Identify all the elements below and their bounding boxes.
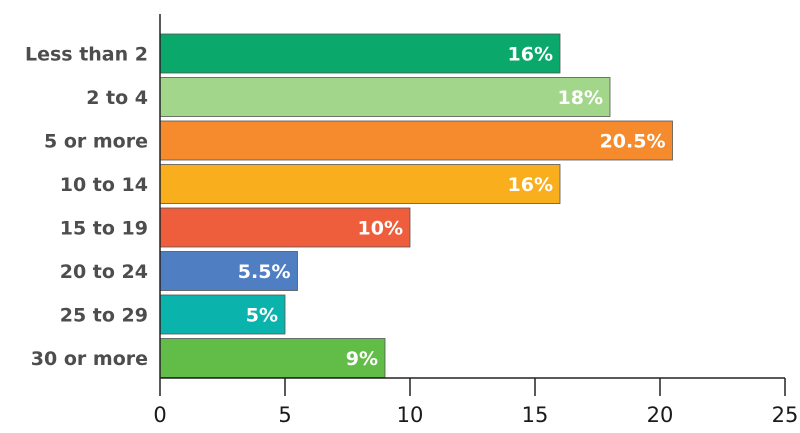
data-label-2: 20.5% [600, 131, 666, 153]
category-label-5: 20 to 24 [60, 261, 148, 283]
bar-7 [159, 338, 386, 378]
x-tick-label-3: 15 [522, 403, 549, 427]
data-label-3: 16% [508, 174, 553, 196]
x-tick-label-1: 5 [278, 403, 291, 427]
bar-5 [159, 251, 298, 291]
x-tick-label-4: 20 [647, 403, 674, 427]
bar-0 [159, 33, 561, 74]
category-label-0: Less than 2 [25, 44, 148, 66]
category-label-7: 30 or more [31, 348, 148, 370]
category-label-4: 15 to 19 [60, 218, 148, 240]
x-tick-label-5: 25 [772, 403, 799, 427]
bar-3 [159, 164, 561, 204]
category-label-2: 5 or more [44, 131, 148, 153]
x-tick-label-0: 0 [153, 403, 166, 427]
x-axis: 0 5 10 15 20 25 [153, 14, 798, 427]
category-label-1: 2 to 4 [86, 87, 148, 109]
data-label-5: 5.5% [238, 261, 291, 283]
category-label-3: 10 to 14 [60, 174, 148, 196]
data-label-4: 10% [358, 218, 403, 240]
x-tick-label-2: 10 [397, 403, 424, 427]
category-label-6: 25 to 29 [60, 305, 148, 327]
bars-layer: 16%18%20.5%16%10%5.5%5%9% [159, 33, 673, 378]
bar-6 [159, 294, 286, 335]
category-labels: Less than 2 2 to 4 5 or more 10 to 14 15 to … [25, 44, 148, 371]
bar-4 [159, 207, 411, 248]
bar-1 [159, 77, 611, 117]
data-label-6: 5% [246, 305, 278, 327]
data-label-1: 18% [558, 87, 603, 109]
data-label-7: 9% [346, 348, 378, 370]
bar-2 [159, 120, 673, 161]
data-label-0: 16% [508, 44, 553, 66]
